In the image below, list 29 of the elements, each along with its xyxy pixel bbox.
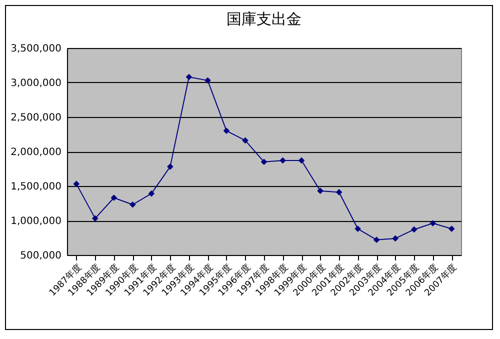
point: [317, 188, 324, 194]
point: [186, 74, 192, 80]
point: [223, 128, 230, 134]
point: [167, 164, 174, 170]
point: [130, 201, 136, 208]
point: [280, 157, 286, 164]
y-tick-label: 1,000,000: [10, 216, 62, 227]
point: [73, 180, 80, 188]
point: [430, 220, 436, 226]
point: [448, 226, 455, 232]
point: [242, 137, 248, 144]
point: [110, 194, 118, 201]
point: [392, 235, 398, 242]
y-tick-label: 500,000: [20, 250, 62, 262]
point: [92, 215, 98, 222]
point: [260, 158, 268, 166]
point: [373, 236, 380, 243]
point: [354, 226, 361, 232]
chart-title: 国庫支出金: [226, 10, 302, 28]
point: [148, 190, 155, 197]
y-tick-label: 1,500,000: [10, 182, 62, 192]
point: [204, 77, 211, 84]
y-tick-label: 2,000,000: [10, 147, 62, 158]
y-tick-label: 3,000,000: [10, 78, 62, 89]
point: [298, 157, 305, 164]
y-tick-label: 3,500,000: [10, 44, 62, 54]
point: [336, 189, 342, 196]
point: [410, 226, 418, 233]
y-tick-label: 2,500,000: [10, 112, 62, 124]
